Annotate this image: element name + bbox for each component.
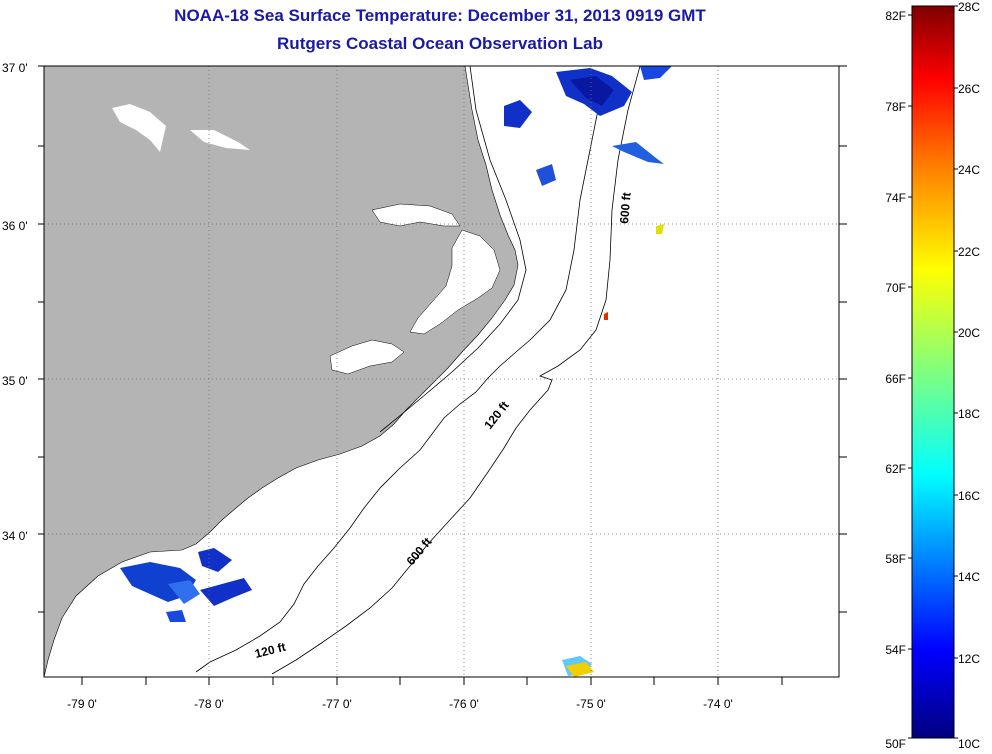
grid — [44, 66, 839, 677]
axis-ticks — [38, 65, 847, 685]
lon-label: -79 0' — [67, 697, 97, 711]
colorbar-f-label: 70F — [885, 281, 906, 295]
colorbar-c-label: 26C — [958, 82, 980, 96]
lon-label: -74 0' — [703, 697, 733, 711]
colorbar-c-label: 10C — [958, 737, 980, 751]
colorbar-c-label: 16C — [958, 489, 980, 503]
colorbar-c-label: 18C — [958, 407, 980, 421]
colorbar-c-label: 28C — [958, 0, 980, 14]
colorbar-ticks — [908, 5, 958, 739]
albemarle-sound — [371, 203, 461, 227]
colorbar-c-label: 14C — [958, 570, 980, 584]
neuse-river — [329, 339, 405, 375]
colorbar-f-label: 62F — [885, 462, 906, 476]
map-subtitle: Rutgers Coastal Ocean Observation Lab — [277, 34, 603, 53]
colorbar-f-label: 66F — [885, 372, 906, 386]
contour-600ft — [271, 66, 641, 675]
colorbar-c-label: 22C — [958, 245, 980, 259]
colorbar-f-label: 58F — [885, 552, 906, 566]
sst-patches — [120, 66, 672, 677]
colorbar-c-label: 20C — [958, 326, 980, 340]
lon-label: -76 0' — [449, 697, 479, 711]
colorbar-f-label: 74F — [885, 191, 906, 205]
outer-banks — [379, 66, 527, 433]
lat-label: 35 0' — [2, 374, 28, 388]
lon-label: -75 0' — [576, 697, 606, 711]
colorbar-f-label: 82F — [885, 9, 906, 23]
pamlico-sound — [409, 229, 501, 335]
plot-frame — [43, 65, 840, 678]
colorbar-f-label: 78F — [885, 100, 906, 114]
contour-label: 600 ft — [617, 192, 634, 224]
lat-label: 37 0' — [2, 61, 28, 75]
colorbar-c-label: 12C — [958, 652, 980, 666]
lake — [112, 104, 166, 152]
map-title: NOAA-18 Sea Surface Temperature: Decembe… — [174, 6, 706, 25]
colorbar-f-label: 50F — [885, 737, 906, 751]
lat-label: 36 0' — [2, 219, 28, 233]
lat-label: 34 0' — [2, 529, 28, 543]
lake — [190, 130, 250, 150]
colorbar — [911, 5, 955, 739]
lon-label: -77 0' — [322, 697, 352, 711]
colorbar-f-label: 54F — [885, 643, 906, 657]
contour-120ft — [195, 109, 599, 673]
lon-label: -78 0' — [194, 697, 224, 711]
colorbar-c-label: 24C — [958, 163, 980, 177]
